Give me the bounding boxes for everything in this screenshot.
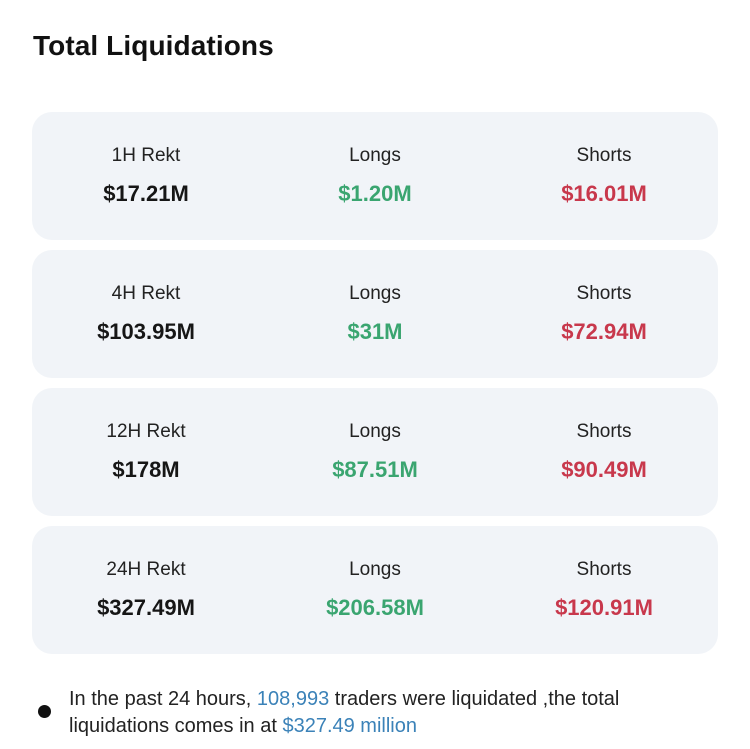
longs-label: Longs <box>349 283 401 304</box>
shorts-value: $90.49M <box>561 457 647 482</box>
summary-text: In the past 24 hours, 108,993 traders we… <box>69 686 718 740</box>
shorts-value: $16.01M <box>561 181 647 206</box>
bullet-icon <box>38 705 51 718</box>
shorts-column: Shorts $72.94M <box>490 283 718 345</box>
longs-label: Longs <box>349 559 401 580</box>
total-column: 1H Rekt $17.21M <box>32 145 260 207</box>
page-title: Total Liquidations <box>33 30 274 61</box>
total-value: $178M <box>112 457 180 482</box>
shorts-value: $72.94M <box>561 319 647 344</box>
liquidation-cards: 1H Rekt $17.21M Longs $1.20M Shorts $16.… <box>32 112 718 664</box>
longs-label: Longs <box>349 145 401 166</box>
longs-value: $1.20M <box>338 181 412 206</box>
total-value: $327.49M <box>97 595 195 620</box>
longs-value: $206.58M <box>326 595 424 620</box>
shorts-column: Shorts $90.49M <box>490 421 718 483</box>
shorts-label: Shorts <box>576 283 632 304</box>
shorts-label: Shorts <box>576 145 632 166</box>
shorts-label: Shorts <box>576 559 632 580</box>
summary-note: In the past 24 hours, 108,993 traders we… <box>38 686 718 740</box>
total-column: 24H Rekt $327.49M <box>32 559 260 621</box>
shorts-label: Shorts <box>576 421 632 442</box>
longs-column: Longs $87.51M <box>260 421 490 483</box>
longs-value: $87.51M <box>332 457 418 482</box>
period-label: 12H Rekt <box>106 421 186 442</box>
longs-label: Longs <box>349 421 401 442</box>
liquidation-card-4h: 4H Rekt $103.95M Longs $31M Shorts $72.9… <box>32 250 718 378</box>
liquidation-card-1h: 1H Rekt $17.21M Longs $1.20M Shorts $16.… <box>32 112 718 240</box>
longs-column: Longs $31M <box>260 283 490 345</box>
longs-column: Longs $1.20M <box>260 145 490 207</box>
summary-text-part2: traders were liquidated ,the total liqui… <box>69 688 620 737</box>
longs-column: Longs $206.58M <box>260 559 490 621</box>
period-label: 4H Rekt <box>111 283 181 304</box>
traders-count: 108,993 <box>256 688 330 710</box>
shorts-column: Shorts $120.91M <box>490 559 718 621</box>
total-column: 4H Rekt $103.95M <box>32 283 260 345</box>
period-label: 1H Rekt <box>111 145 181 166</box>
shorts-value: $120.91M <box>555 595 653 620</box>
shorts-column: Shorts $16.01M <box>490 145 718 207</box>
liquidation-card-12h: 12H Rekt $178M Longs $87.51M Shorts $90.… <box>32 388 718 516</box>
summary-text-part1: In the past 24 hours, <box>69 688 257 710</box>
period-label: 24H Rekt <box>106 559 186 580</box>
liquidation-card-24h: 24H Rekt $327.49M Longs $206.58M Shorts … <box>32 526 718 654</box>
total-column: 12H Rekt $178M <box>32 421 260 483</box>
longs-value: $31M <box>347 319 403 344</box>
total-value: $103.95M <box>97 319 195 344</box>
total-value: $17.21M <box>103 181 189 206</box>
total-amount: $327.49 million <box>282 715 417 737</box>
